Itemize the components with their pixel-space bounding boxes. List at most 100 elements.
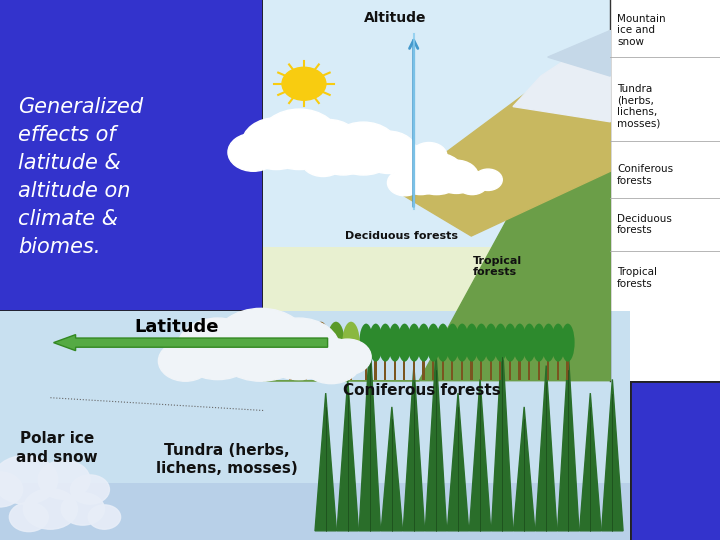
Circle shape (177, 318, 259, 380)
Ellipse shape (455, 323, 469, 362)
Polygon shape (469, 379, 491, 531)
Ellipse shape (503, 323, 517, 362)
Circle shape (212, 308, 310, 381)
Bar (567, 354, 569, 380)
Circle shape (38, 460, 90, 499)
Bar (499, 354, 501, 380)
Ellipse shape (369, 323, 382, 362)
Circle shape (158, 341, 212, 381)
Bar (374, 354, 377, 380)
Polygon shape (491, 338, 513, 531)
Ellipse shape (561, 323, 575, 362)
Text: Coniferous forests: Coniferous forests (343, 383, 501, 399)
Ellipse shape (513, 323, 526, 362)
Polygon shape (548, 30, 611, 76)
Bar (611, 0, 720, 381)
Bar (557, 354, 559, 380)
Polygon shape (403, 366, 425, 531)
Circle shape (474, 169, 503, 191)
Bar (470, 354, 472, 380)
Circle shape (354, 132, 395, 164)
Polygon shape (557, 352, 579, 531)
Polygon shape (513, 407, 535, 531)
Circle shape (296, 119, 361, 168)
Polygon shape (263, 30, 611, 381)
Polygon shape (447, 393, 469, 531)
Bar (274, 354, 276, 380)
Text: Tundra (herbs,
lichens, mosses): Tundra (herbs, lichens, mosses) (156, 443, 297, 476)
Circle shape (409, 153, 464, 194)
Ellipse shape (417, 323, 431, 362)
Bar (384, 354, 386, 380)
Polygon shape (337, 379, 359, 531)
Ellipse shape (282, 322, 300, 363)
Text: Polar ice
and snow: Polar ice and snow (16, 431, 97, 465)
Ellipse shape (552, 323, 565, 362)
Text: Mountain
ice and
snow: Mountain ice and snow (617, 14, 666, 47)
Ellipse shape (446, 323, 459, 362)
Bar (403, 354, 405, 380)
Polygon shape (513, 30, 611, 122)
Bar (480, 354, 482, 380)
Text: Generalized
effects of
latitude &
altitude on
climate &
biomes.: Generalized effects of latitude & altitu… (18, 97, 143, 257)
Bar (263, 247, 611, 381)
Ellipse shape (465, 323, 479, 362)
Circle shape (389, 145, 429, 175)
Circle shape (434, 160, 479, 193)
Bar (509, 354, 511, 380)
Text: Deciduous
forests: Deciduous forests (617, 214, 672, 235)
Bar (305, 354, 307, 380)
Ellipse shape (297, 322, 315, 363)
Circle shape (9, 502, 48, 531)
Ellipse shape (541, 323, 555, 362)
Polygon shape (315, 393, 336, 531)
Ellipse shape (267, 322, 284, 363)
Text: Deciduous forests: Deciduous forests (345, 231, 458, 241)
Circle shape (301, 338, 361, 383)
Polygon shape (359, 338, 381, 531)
Bar (490, 354, 492, 380)
Polygon shape (395, 30, 611, 236)
Circle shape (258, 318, 340, 380)
Text: Tundra
(herbs,
lichens,
mosses): Tundra (herbs, lichens, mosses) (617, 84, 660, 129)
Circle shape (456, 171, 488, 194)
Bar (518, 354, 521, 380)
Bar (432, 354, 434, 380)
Ellipse shape (328, 322, 345, 363)
Bar (451, 354, 454, 380)
Bar (365, 354, 367, 380)
Text: Latitude: Latitude (134, 318, 219, 335)
Circle shape (282, 68, 326, 100)
Ellipse shape (359, 323, 373, 362)
Circle shape (0, 455, 58, 504)
Bar (394, 354, 396, 380)
Ellipse shape (523, 323, 536, 362)
Text: Altitude: Altitude (364, 11, 427, 25)
Circle shape (324, 339, 372, 375)
Bar (538, 354, 540, 380)
Text: Coniferous
forests: Coniferous forests (617, 164, 673, 186)
Circle shape (259, 109, 340, 170)
Ellipse shape (388, 323, 402, 362)
Bar (335, 354, 337, 380)
Circle shape (71, 475, 109, 504)
FancyArrow shape (53, 335, 328, 350)
Circle shape (301, 143, 345, 177)
Ellipse shape (408, 323, 421, 362)
Circle shape (0, 472, 22, 507)
Circle shape (23, 489, 78, 529)
Ellipse shape (379, 323, 392, 362)
Polygon shape (580, 393, 601, 531)
Circle shape (387, 170, 422, 196)
Text: Tropical
forests: Tropical forests (473, 255, 522, 278)
Bar (423, 354, 425, 380)
Bar (0, 310, 630, 540)
Circle shape (328, 135, 374, 170)
Circle shape (360, 131, 417, 173)
Circle shape (61, 492, 104, 525)
Bar (350, 354, 352, 380)
Polygon shape (426, 352, 446, 531)
Circle shape (242, 118, 311, 170)
Bar (263, 0, 611, 247)
Bar (289, 354, 292, 380)
